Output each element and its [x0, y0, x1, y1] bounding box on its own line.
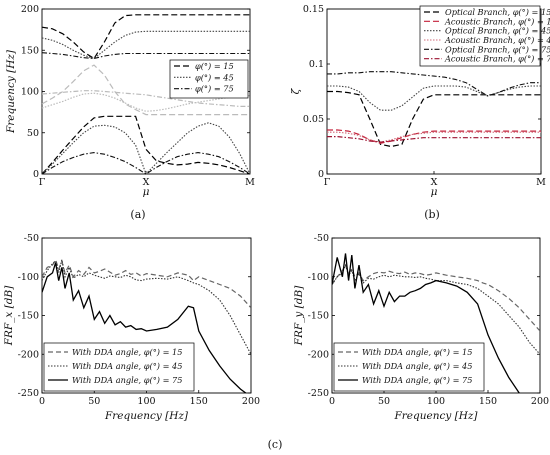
- x-axis-label: μ: [143, 186, 150, 198]
- series-line-2: [42, 262, 247, 393]
- chart-b: 0 0.05 0.1 0.15 Γ X Mμ ζ Optical Branch, φ(°) = …: [290, 4, 550, 198]
- legend-box: [419, 5, 541, 67]
- series-line-2: [332, 253, 521, 393]
- caption-b: (b): [424, 208, 440, 221]
- x-tick-label: 150: [190, 396, 208, 407]
- y-tick-label: 0.1: [309, 59, 324, 70]
- legend-entry: φ(°) = 45: [195, 72, 234, 82]
- y-tick-label: -100: [18, 272, 39, 283]
- caption-a: (a): [130, 208, 145, 221]
- series-line-1: [41, 122, 251, 176]
- y-tick-label: -100: [308, 272, 329, 283]
- y-tick-label: 50: [27, 128, 39, 139]
- series-line-0: [41, 14, 250, 60]
- y-tick-label: 0: [33, 169, 39, 180]
- x-tick-label: X: [143, 177, 150, 188]
- series-line-0: [42, 258, 251, 309]
- legend-entry: Optical Branch, φ(°) = 45: [445, 26, 550, 36]
- x-tick-label: X: [431, 177, 438, 188]
- series-line-3: [327, 131, 541, 143]
- x-axis-label: Frequency [Hz]: [104, 410, 189, 422]
- y-tick-label: -250: [18, 388, 39, 399]
- y-tick-label: -150: [18, 311, 39, 322]
- series-line-4: [41, 92, 251, 112]
- y-tick-label: -200: [18, 349, 39, 360]
- legend-entry: With DDA angle, φ(°) = 15: [362, 347, 472, 357]
- y-axis-label: FRF_y [dB]: [293, 285, 305, 347]
- y-tick-label: 0.15: [303, 4, 324, 15]
- legend-entry: Acoustic Branch, φ(°) = 15: [444, 16, 550, 26]
- series-line-1: [41, 30, 250, 60]
- legend-entry: With DDA angle, φ(°) = 75: [72, 375, 182, 385]
- x-tick-label: Γ: [39, 177, 46, 188]
- x-tick-label: 200: [242, 396, 260, 407]
- x-tick-label: M: [245, 177, 255, 188]
- series-line-5: [327, 136, 541, 143]
- series-line-0: [332, 263, 540, 332]
- series-line-2: [327, 85, 541, 111]
- y-tick-label: -150: [308, 311, 329, 322]
- series-line-0: [41, 115, 251, 175]
- legend-entry: φ(°) = 75: [195, 84, 234, 94]
- caption-c: (c): [268, 438, 283, 451]
- legend-entry: With DDA angle, φ(°) = 45: [72, 361, 182, 371]
- x-axis-label: μ: [431, 186, 438, 198]
- x-tick-label: 0: [329, 396, 335, 407]
- y-tick-label: 0: [318, 169, 324, 180]
- x-tick-label: 100: [137, 396, 155, 407]
- y-axis-label: Frequency [Hz]: [5, 49, 17, 134]
- y-tick-label: -250: [308, 388, 329, 399]
- series-line-2: [41, 52, 250, 60]
- x-axis-label: Frequency [Hz]: [393, 410, 478, 422]
- y-axis-label: FRF_x [dB]: [3, 285, 15, 347]
- series-line-1: [327, 129, 541, 144]
- x-tick-label: 50: [88, 396, 100, 407]
- x-tick-label: M: [536, 177, 546, 188]
- series-line-1: [42, 259, 251, 355]
- y-tick-label: -200: [308, 349, 329, 360]
- x-tick-label: 100: [427, 396, 445, 407]
- x-tick-label: 0: [39, 396, 45, 407]
- series-line-4: [327, 71, 541, 97]
- legend-box: [43, 342, 195, 392]
- legend-box: [333, 342, 485, 392]
- legend-entry: Optical Branch, φ(°) = 75: [445, 44, 550, 54]
- y-tick-label: 0.05: [303, 114, 324, 125]
- legend-entry: With DDA angle, φ(°) = 75: [362, 375, 472, 385]
- y-tick-label: -50: [314, 233, 329, 244]
- y-axis-label: ζ: [290, 87, 302, 94]
- legend-entry: With DDA angle, φ(°) = 45: [362, 361, 472, 371]
- x-tick-label: 200: [531, 396, 549, 407]
- legend-entry: φ(°) = 15: [195, 61, 234, 71]
- legend-entry: Optical Branch, φ(°) = 15: [445, 7, 550, 17]
- x-tick-label: Γ: [324, 177, 331, 188]
- series-line-3: [41, 64, 250, 116]
- y-tick-label: 150: [21, 45, 39, 56]
- y-tick-label: -50: [24, 233, 39, 244]
- y-tick-label: 200: [21, 4, 39, 15]
- legend-entry: With DDA angle, φ(°) = 15: [72, 347, 182, 357]
- x-tick-label: 150: [479, 396, 497, 407]
- series-line-2: [41, 152, 251, 175]
- x-tick-label: 50: [378, 396, 390, 407]
- series-line-0: [327, 90, 541, 148]
- y-tick-label: 100: [21, 87, 39, 98]
- legend-entry: Acoustic Branch, φ(°) = 45: [444, 35, 550, 45]
- legend-entry: Acoustic Branch, φ(°) = 75: [444, 54, 550, 64]
- series-line-5: [41, 90, 250, 107]
- series-line-1: [332, 263, 540, 355]
